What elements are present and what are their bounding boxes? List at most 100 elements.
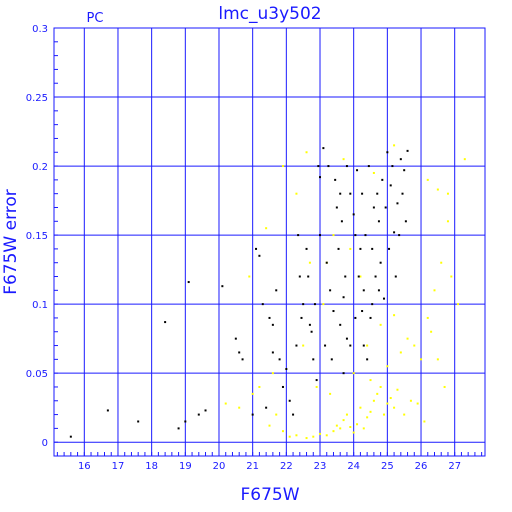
black-data-point [261, 303, 264, 306]
black-data-point [221, 285, 224, 288]
black-data-point [342, 372, 345, 375]
yellow-data-point [366, 416, 369, 419]
black-data-point [295, 344, 298, 347]
grid [54, 27, 485, 456]
black-data-point [357, 275, 360, 278]
yellow-data-point [322, 303, 325, 306]
black-data-point [374, 275, 377, 278]
yellow-data-point [420, 358, 423, 361]
black-data-point [337, 247, 340, 250]
yellow-data-point [382, 413, 385, 416]
yellow-data-point [224, 402, 227, 405]
black-data-point [312, 358, 315, 361]
yellow-data-point [406, 337, 409, 340]
black-data-point [258, 254, 261, 257]
black-data-point [327, 165, 330, 168]
black-data-point [334, 178, 337, 181]
black-data-point [382, 297, 385, 300]
black-data-point [366, 358, 369, 361]
yellow-data-point [423, 420, 426, 423]
black-data-point [297, 234, 300, 237]
black-data-point [376, 192, 379, 195]
black-data-point [278, 358, 281, 361]
yellow-data-point [430, 330, 433, 333]
yellow-data-point [446, 220, 449, 223]
yellow-data-point [366, 344, 369, 347]
y-tick-label: 0 [42, 438, 48, 449]
black-data-point [349, 344, 352, 347]
black-data-point [379, 261, 382, 264]
yellow-data-point [440, 261, 443, 264]
x-tick-label: 21 [246, 461, 259, 472]
black-data-point [362, 289, 365, 292]
black-data-point [251, 413, 254, 416]
black-data-point [386, 151, 389, 154]
black-data-point [367, 165, 370, 168]
black-data-point [401, 192, 404, 195]
black-data-point [354, 316, 357, 319]
yellow-data-point [308, 261, 311, 264]
black-data-point [391, 165, 394, 168]
black-data-point [298, 275, 301, 278]
black-data-point [255, 247, 258, 250]
black-data-point [325, 261, 328, 264]
yellow-data-point [436, 358, 439, 361]
black-data-point [362, 344, 365, 347]
x-tick-label: 27 [448, 461, 461, 472]
yellow-data-point [457, 303, 460, 306]
yellow-data-point [450, 275, 453, 278]
black-data-point [184, 420, 187, 423]
yellow-data-point [393, 144, 396, 147]
black-data-point [394, 275, 397, 278]
yellow-data-point [238, 406, 241, 409]
yellow-data-point [248, 275, 251, 278]
black-data-point [319, 176, 322, 179]
black-data-point [265, 406, 268, 409]
yellow-data-point [386, 365, 389, 368]
black-data-point [305, 247, 308, 250]
yellow-data-point [305, 437, 308, 440]
black-data-point [396, 202, 399, 205]
black-data-point [372, 206, 375, 209]
black-data-point [389, 184, 392, 187]
yellow-data-point [386, 402, 389, 405]
yellow-data-point [352, 431, 355, 434]
black-data-point [330, 358, 333, 361]
yellow-data-point [281, 430, 284, 433]
black-data-point [381, 178, 384, 181]
black-data-point [361, 192, 364, 195]
yellow-data-point [393, 406, 396, 409]
corner-label: PC [87, 11, 104, 26]
yellow-data-point [268, 424, 271, 427]
x-tick-label: 23 [314, 461, 327, 472]
black-data-point [369, 316, 372, 319]
y-tick-label: 0.3 [32, 24, 48, 35]
black-data-point [377, 289, 380, 292]
chart-title: lmc_u3y502 [218, 4, 321, 24]
black-data-point [329, 289, 332, 292]
yellow-data-point [359, 406, 362, 409]
black-data-point [393, 231, 396, 234]
yellow-data-point [349, 247, 352, 250]
black-data-point [177, 427, 180, 430]
y-tick-label: 0.15 [26, 231, 48, 242]
black-data-point [335, 206, 338, 209]
yellow-data-point [356, 423, 359, 426]
black-data-point [313, 303, 316, 306]
black-data-point [371, 303, 374, 306]
black-data-point [345, 165, 348, 168]
black-data-point [308, 323, 311, 326]
black-data-point [204, 409, 207, 412]
black-data-point [359, 247, 362, 250]
x-axis-title: F675W [240, 485, 299, 505]
yellow-data-point [393, 314, 396, 317]
black-data-point [106, 409, 109, 412]
yellow-data-point [302, 344, 305, 347]
yellow-data-point [446, 192, 449, 195]
black-data-point [384, 206, 387, 209]
y-axis-title: F675W error [1, 189, 21, 295]
yellow-data-point [265, 227, 268, 230]
y-tick-label: 0.05 [26, 369, 48, 380]
yellow-data-point [389, 397, 392, 400]
